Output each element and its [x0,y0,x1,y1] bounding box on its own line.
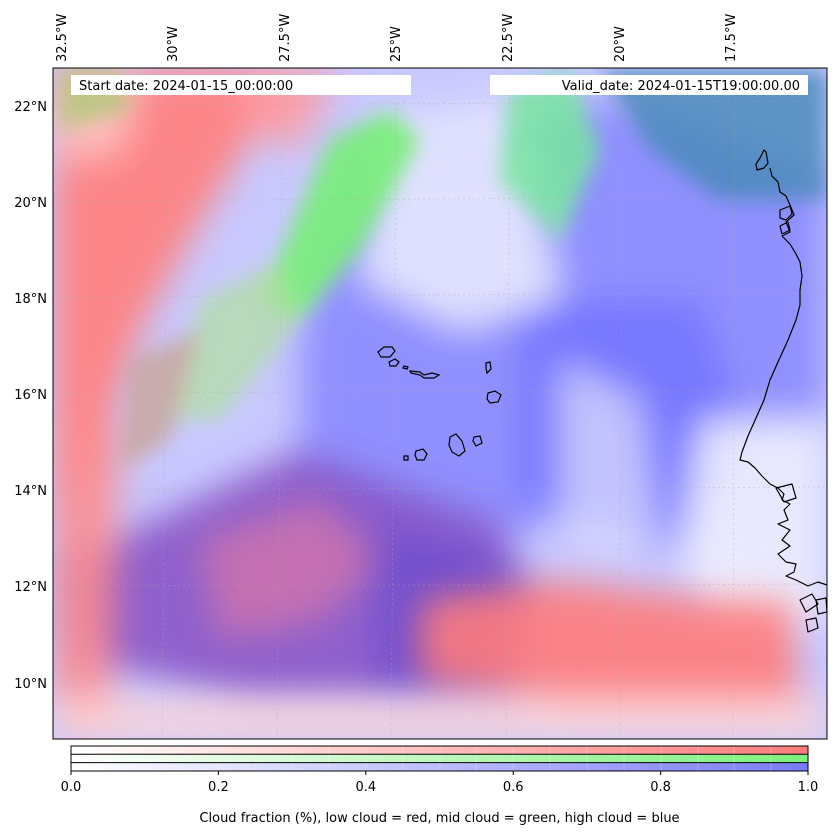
start-date-box: Start date: 2024-01-15_00:00:00 [71,75,411,95]
colorbar-ticks [70,771,809,775]
lon-tick-label: 25°W [389,26,404,62]
map-panel: Start date: 2024-01-15_00:00:00 Valid_da… [53,68,827,739]
lon-tick-label: 22.5°W [501,14,516,62]
island-sao-nicolau [408,370,441,379]
island-sao-vicente [388,358,400,367]
colorbar-tick-labels: 0.0 0.2 0.4 0.6 0.8 1.0 [61,780,819,795]
lon-tick-label: 20°W [613,26,628,62]
lat-tick-label: 18°N [14,292,47,307]
lat-tick-labels: 22°N 20°N 18°N 16°N 14°N 12°N 10°N [14,100,47,692]
colorbar-tick-label: 0.4 [355,780,376,795]
island-santa-luzia [402,365,409,370]
colorbar: 0.0 0.2 0.4 0.6 0.8 1.0 Cloud fraction (… [61,745,819,826]
lon-tick-label: 32.5°W [55,14,70,62]
graticule [53,68,827,739]
colorbar-tick-label: 0.8 [650,780,671,795]
colorbar-mid-strip [71,754,808,763]
lat-tick-label: 16°N [14,388,47,403]
cloud-field [53,68,827,739]
colorbar-low-strip [71,746,808,755]
lat-tick-label: 12°N [14,580,47,595]
island-fogo [414,448,428,461]
valid-date-box: Valid_date: 2024-01-15T19:00:00.00 [490,75,808,95]
colorbar-tick-label: 0.2 [208,780,229,795]
island-santo-antao [377,346,396,358]
island-brava [403,455,409,461]
cape-verde-islands [377,346,502,461]
lat-tick-label: 22°N [14,100,47,115]
african-coastline [739,149,827,633]
island-maio [472,435,483,447]
lat-tick-label: 14°N [14,484,47,499]
colorbar-tick-label: 0.6 [503,780,524,795]
start-date-label: Start date: 2024-01-15_00:00:00 [79,79,293,94]
island-sal [485,361,492,375]
lon-tick-labels: 32.5°W 30°W 27.5°W 25°W 22.5°W 20°W 17.5… [55,14,739,62]
lon-tick-label: 17.5°W [724,14,739,62]
lat-tick-label: 20°N [14,196,47,211]
colorbar-tick-label: 0.0 [61,780,82,795]
map-frame [52,67,828,740]
colorbar-label: Cloud fraction (%), low cloud = red, mid… [199,811,679,826]
colorbar-high-strip [71,762,808,771]
island-santiago [448,433,466,457]
colorbar-level-lines [107,746,772,771]
low-cloud-layer [53,68,827,739]
lat-tick-label: 10°N [14,677,47,692]
lon-tick-label: 27.5°W [278,14,293,62]
colorbar-frame [70,745,809,772]
colorbar-tick-label: 1.0 [798,780,819,795]
lon-tick-label: 30°W [166,26,181,62]
island-boa-vista [486,390,502,404]
valid-date-label: Valid_date: 2024-01-15T19:00:00.00 [562,79,800,94]
